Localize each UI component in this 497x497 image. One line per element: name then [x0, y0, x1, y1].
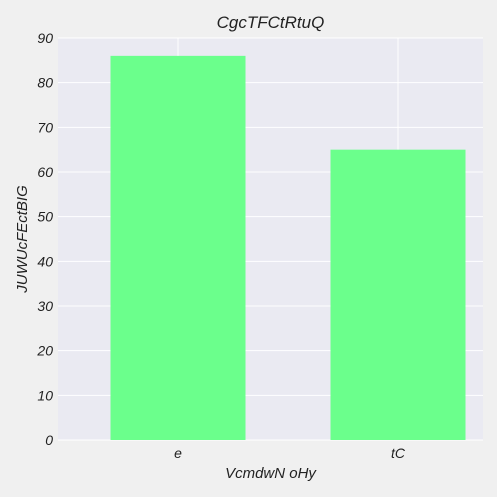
y-tick-label: 20 [36, 343, 53, 359]
chart-title: CgcTFCtRtuQ [217, 13, 325, 32]
x-tick-labels: e tC [174, 445, 406, 461]
x-tick-label: e [174, 445, 182, 461]
y-tick-label: 50 [37, 209, 53, 225]
bars [110, 55, 466, 440]
y-axis-label: JUWUcFEctBIG [14, 185, 31, 294]
bar-tC [330, 149, 466, 440]
y-tick-label: 40 [37, 253, 53, 269]
y-tick-label: 30 [37, 298, 53, 314]
x-axis-label: VcmdwN oHy [225, 465, 317, 482]
y-tick-label: 80 [37, 75, 53, 91]
y-tick-label: 10 [37, 387, 53, 403]
y-tick-label: 60 [37, 164, 53, 180]
x-tick-label: tC [391, 445, 406, 461]
y-tick-label: 0 [45, 432, 53, 448]
y-tick-labels: 0 10 20 30 40 50 60 70 80 90 [36, 30, 53, 448]
y-tick-label: 70 [37, 119, 53, 135]
bar-e [110, 55, 246, 440]
y-tick-label: 90 [37, 30, 53, 46]
